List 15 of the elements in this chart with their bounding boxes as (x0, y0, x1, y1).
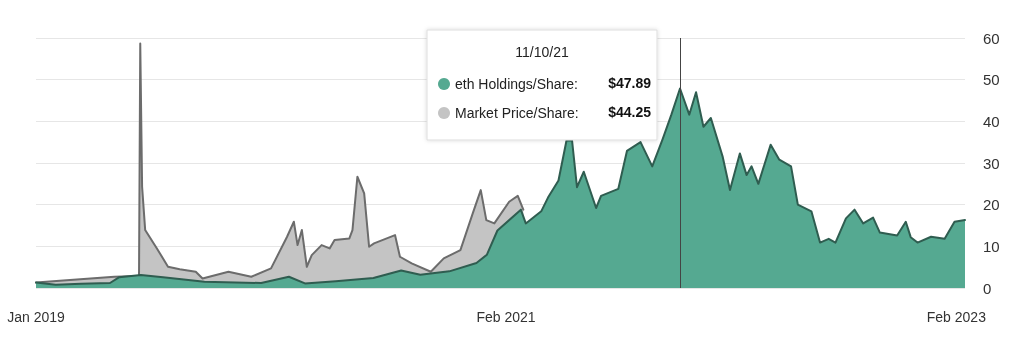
y-tick-label: 40 (983, 112, 1000, 130)
legend-label: eth Holdings/Share: (455, 76, 578, 92)
y-tick-label: 60 (983, 29, 1000, 47)
y-tick-label: 30 (983, 154, 1000, 172)
annotation: $44.25 (608, 104, 652, 120)
x-tick-label: Feb 2021 (476, 309, 536, 325)
y-tick-label: 50 (983, 71, 1000, 89)
annotation: $47.89 (608, 75, 652, 91)
y-tick-label: 10 (983, 237, 1000, 255)
y-tick-label: 20 (983, 196, 1000, 214)
y-tick-label: 0 (983, 279, 992, 297)
legend-label: Market Price/Share: (455, 105, 579, 121)
annotation: 11/10/21 (515, 44, 569, 60)
x-tick-label: Feb 2023 (926, 309, 987, 325)
x-tick-label: Jan 2019 (7, 309, 66, 325)
